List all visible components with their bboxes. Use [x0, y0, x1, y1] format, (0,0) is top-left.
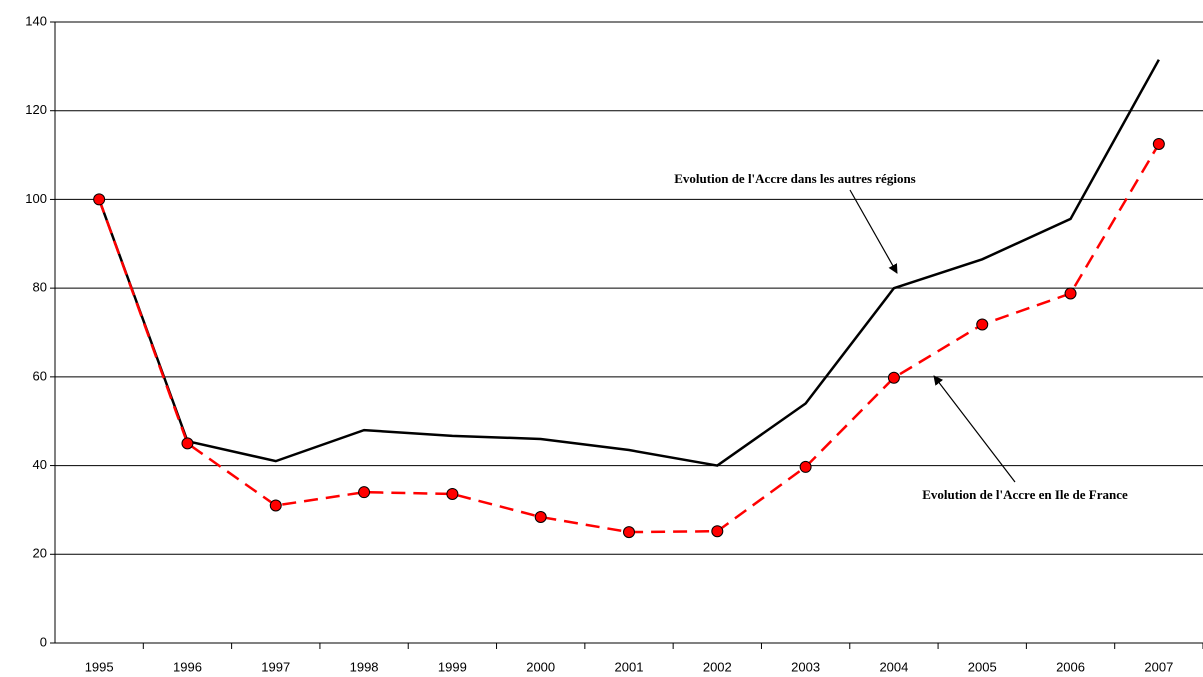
annotations: Evolution de l'Accre dans les autres rég…: [674, 171, 1128, 502]
y-tick-label: 80: [33, 280, 47, 295]
x-tick-label: 2003: [791, 659, 820, 674]
x-tick-label: 2001: [615, 659, 644, 674]
x-tick-label: 2004: [879, 659, 908, 674]
x-tick-label: 1999: [438, 659, 467, 674]
y-tick-label: 100: [25, 191, 47, 206]
y-tick-label: 0: [40, 634, 47, 649]
point: [93, 193, 106, 206]
y-tick-label: 120: [25, 102, 47, 117]
arrow: [849, 189, 898, 274]
arrow: [933, 375, 1016, 483]
x-tick-label: 2002: [703, 659, 732, 674]
point: [799, 460, 812, 473]
point: [623, 526, 635, 539]
point: [1152, 137, 1165, 150]
series-line: [97, 143, 1160, 534]
point: [887, 371, 900, 384]
point: [976, 318, 989, 331]
point: [181, 437, 194, 450]
point: [269, 499, 282, 512]
point: [1064, 287, 1077, 300]
annotation: Evolution de l'Accre dans les autres rég…: [674, 171, 915, 186]
x-tick-label: 2000: [526, 659, 555, 674]
x-tick-label: 1995: [85, 659, 114, 674]
point: [358, 486, 371, 499]
annotation: Evolution de l'Accre en Ile de France: [922, 487, 1128, 502]
x-tick-label: 2006: [1056, 659, 1085, 674]
x-tick-label: 1998: [350, 659, 379, 674]
y-tick-label: 60: [33, 368, 47, 383]
series-line: [97, 59, 1160, 467]
x-tick-label: 1996: [173, 659, 202, 674]
y-tick-label: 40: [33, 457, 47, 472]
point: [446, 487, 459, 500]
x-tick-label: 2007: [1144, 659, 1173, 674]
point: [711, 525, 724, 538]
y-tick-label: 140: [25, 13, 47, 28]
x-tick-label: 2005: [968, 659, 997, 674]
y-tick-label: 20: [33, 546, 47, 561]
x-tick-label: 1997: [261, 659, 290, 674]
point: [534, 511, 547, 524]
